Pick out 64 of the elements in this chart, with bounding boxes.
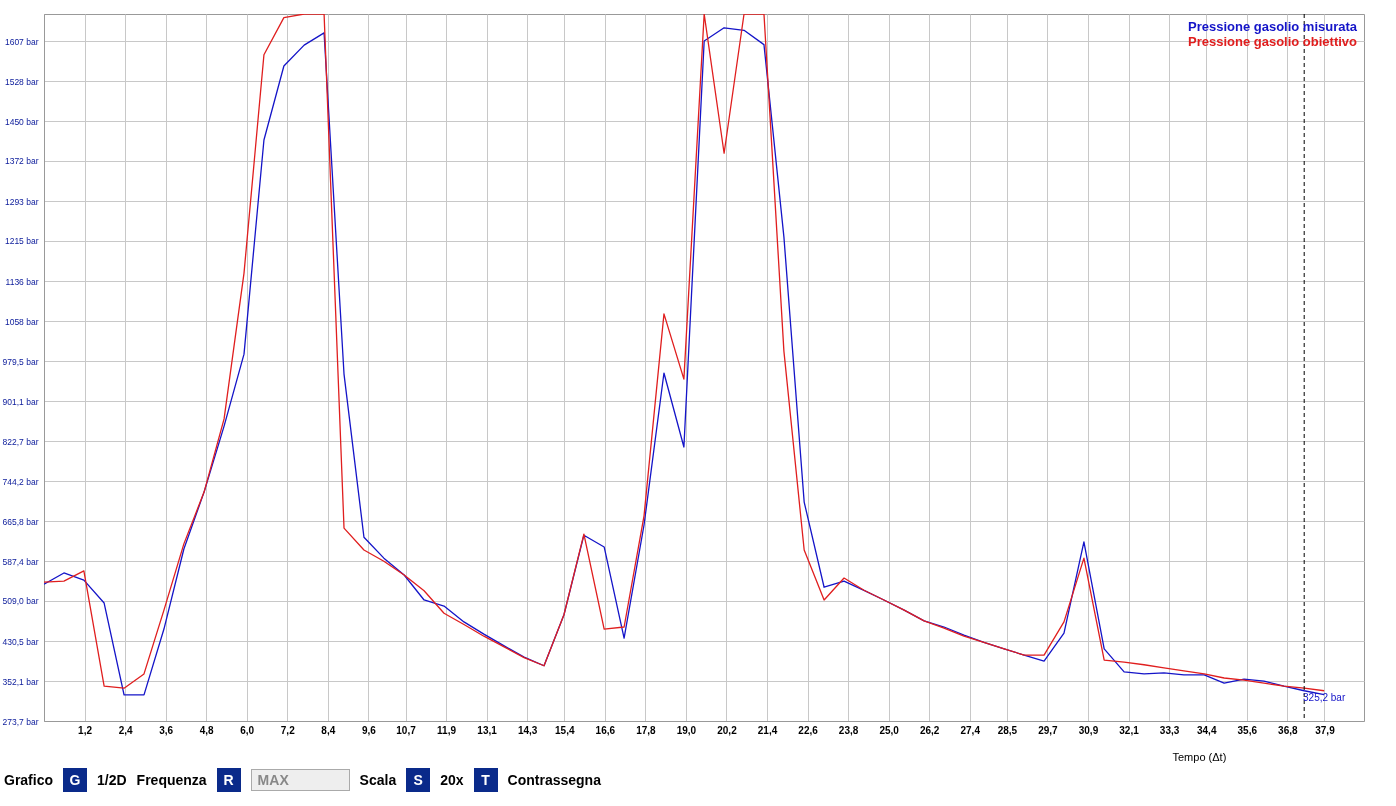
x-tick-label: 27,4: [960, 724, 981, 736]
x-tick-label: 19,0: [676, 724, 697, 736]
x-tick-label: 1,2: [78, 724, 93, 736]
x-tick-label: 28,5: [997, 724, 1018, 736]
y-tick-label: 1215 bar: [4, 236, 39, 247]
x-tick-label: 9,6: [361, 724, 377, 736]
text: R: [216, 768, 241, 792]
x-tick-label: 30,9: [1078, 724, 1099, 736]
y-tick-label: 1293 bar: [4, 196, 39, 207]
x-tick-label: 25,0: [879, 724, 900, 736]
x-tick-label: 33,3: [1159, 724, 1180, 736]
y-tick-label: 665,8 bar: [2, 516, 39, 527]
text: S: [406, 768, 431, 792]
y-tick-label: 744,2 bar: [2, 476, 39, 487]
y-tick-label: 901,1 bar: [2, 396, 39, 407]
x-tick-label: 16,6: [595, 724, 616, 736]
y-tick-label: 1450 bar: [4, 116, 39, 127]
y-tick-label: 430,5 bar: [2, 636, 39, 647]
x-tick-label: 6,0: [240, 724, 255, 736]
x-tick-label: 17,8: [636, 724, 657, 736]
text: Scala: [359, 772, 397, 788]
x-tick-label: 2,4: [118, 724, 133, 736]
y-tick-label: 1372 bar: [4, 156, 39, 167]
x-tick-label: 4,8: [199, 724, 215, 736]
y-tick-label: 273,7 bar: [2, 716, 39, 727]
y-tick-label: 1058 bar: [4, 316, 39, 327]
x-tick-label: 22,6: [798, 724, 819, 736]
y-tick-label: 822,7 bar: [2, 436, 39, 447]
x-tick-label: 36,8: [1278, 724, 1298, 736]
y-tick-label: 1528 bar: [4, 76, 39, 87]
x-tick-label: 8,4: [321, 724, 336, 736]
x-tick-label: 21,4: [757, 724, 778, 736]
text: 1/2D: [97, 772, 127, 788]
text: Frequenza: [136, 772, 207, 788]
x-tick-label: 29,7: [1038, 724, 1059, 736]
x-tick-label: 15,4: [555, 724, 575, 736]
y-tick-label: 509,0 bar: [2, 596, 39, 607]
y-tick-label: 1607 bar: [4, 36, 39, 47]
y-tick-label: 587,4 bar: [2, 556, 39, 567]
x-tick-label: 3,6: [159, 724, 174, 736]
x-tick-label: 23,8: [838, 724, 859, 736]
x-tick-label: 20,2: [717, 724, 738, 736]
text: Contrassegna: [507, 772, 601, 788]
text: MAX: [250, 769, 350, 791]
text: Pressione gasolio misurata: [1188, 18, 1358, 34]
text: Grafico: [4, 772, 54, 788]
x-tick-label: 14,3: [517, 724, 538, 736]
x-tick-label: 34,4: [1196, 724, 1217, 736]
text: G: [63, 768, 88, 792]
x-tick-label: 13,1: [477, 724, 498, 736]
x-tick-label: 10,7: [396, 724, 417, 736]
x-tick-label: 37,9: [1315, 724, 1336, 736]
x-tick-label: 35,6: [1237, 724, 1258, 736]
y-tick-label: 979,5 bar: [2, 356, 39, 367]
x-tick-label: 26,2: [919, 724, 940, 736]
x-tick-label: 11,9: [437, 724, 457, 736]
y-tick-label: 352,1 bar: [2, 676, 39, 687]
text: Pressione gasolio obiettivo: [1188, 33, 1358, 49]
x-tick-label: 7,2: [280, 724, 296, 736]
y-tick-label: 1136 bar: [5, 276, 39, 287]
text: T: [473, 768, 498, 792]
text: 20x: [440, 772, 464, 788]
x-axis-title: Tempo (Δt): [1172, 750, 1227, 763]
x-tick-label: 32,1: [1119, 724, 1140, 736]
